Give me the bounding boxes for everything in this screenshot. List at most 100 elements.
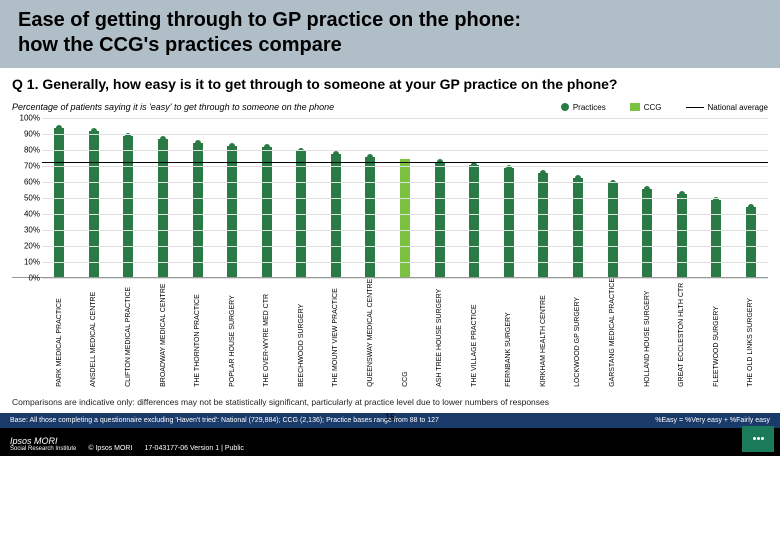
x-label-slot: THE VILLAGE PRACTICE xyxy=(457,278,492,391)
practice-bar xyxy=(711,200,721,277)
x-label-slot: POPLAR HOUSE SURGERY xyxy=(215,278,250,391)
legend-row: Percentage of patients saying it is 'eas… xyxy=(0,98,780,116)
x-label-slot: LOCKWOOD GP SURGERY xyxy=(561,278,596,391)
x-label: THE THORNTON PRACTICE xyxy=(194,278,201,391)
copyright: © Ipsos MORI xyxy=(88,445,132,452)
practice-dot xyxy=(195,140,201,146)
gridline xyxy=(42,118,768,119)
bar-chart: 0%10%20%30%40%50%60%70%80%90%100% xyxy=(12,118,768,278)
practice-bar xyxy=(331,154,341,277)
legend-national: National average xyxy=(686,103,768,112)
x-label: KIRKHAM HEALTH CENTRE xyxy=(540,278,547,391)
national-average-line xyxy=(42,162,768,163)
chart-subtitle: Percentage of patients saying it is 'eas… xyxy=(12,102,561,112)
y-tick-label: 70% xyxy=(12,162,40,171)
x-label-slot: GARSTANG MEDICAL PRACTICE xyxy=(595,278,630,391)
x-label: GREAT ECCLESTON HLTH CTR xyxy=(678,278,685,391)
page-number: 15 xyxy=(385,412,395,422)
practice-bar xyxy=(365,157,375,277)
x-label: FERNBANK SURGERY xyxy=(505,278,512,391)
x-label-slot: PARK MEDICAL PRACTICE xyxy=(42,278,77,391)
footer-brand: 15 Ipsos MORI Social Research Institute … xyxy=(0,428,780,456)
x-label-slot: ASH TREE HOUSE SURGERY xyxy=(422,278,457,391)
x-label-slot: CLIFTON MEDICAL PRACTICE xyxy=(111,278,146,391)
x-label-slot: ANSDELL MEDICAL CENTRE xyxy=(77,278,112,391)
title-banner: Ease of getting through to GP practice o… xyxy=(0,0,780,68)
x-axis-labels: PARK MEDICAL PRACTICE ANSDELL MEDICAL CEN… xyxy=(42,278,768,391)
brand-block: Ipsos MORI Social Research Institute xyxy=(10,436,76,452)
x-label: PARK MEDICAL PRACTICE xyxy=(56,278,63,391)
y-tick-label: 20% xyxy=(12,242,40,251)
practice-bar xyxy=(435,162,445,277)
x-label-slot: HOLLAND HOUSE SURGERY xyxy=(630,278,665,391)
x-label-slot: THE OLD LINKS SURGERY xyxy=(734,278,769,391)
brand-sub: Social Research Institute xyxy=(10,446,76,452)
gridline xyxy=(42,262,768,263)
legend-practices: Practices xyxy=(561,103,606,112)
x-label-slot: THE MOUNT VIEW PRACTICE xyxy=(319,278,354,391)
x-label-slot: FERNBANK SURGERY xyxy=(492,278,527,391)
easy-definition: %Easy = %Very easy + %Fairly easy xyxy=(655,417,770,424)
x-label: THE OVER-WYRE MED CTR xyxy=(263,278,270,391)
practice-bar xyxy=(504,168,514,277)
practice-bar xyxy=(746,207,756,277)
question-text: Q 1. Generally, how easy is it to get th… xyxy=(12,76,768,92)
gridline xyxy=(42,150,768,151)
y-tick-label: 40% xyxy=(12,210,40,219)
gridline xyxy=(42,166,768,167)
y-tick-label: 30% xyxy=(12,226,40,235)
x-label: ANSDELL MEDICAL CENTRE xyxy=(90,278,97,391)
y-tick-label: 60% xyxy=(12,178,40,187)
x-label-slot: KIRKHAM HEALTH CENTRE xyxy=(526,278,561,391)
gridline xyxy=(42,198,768,199)
base-text: Base: All those completing a questionnai… xyxy=(10,417,439,424)
x-label: ASH TREE HOUSE SURGERY xyxy=(436,278,443,391)
practice-dot xyxy=(229,143,235,149)
x-label-slot: CCG xyxy=(388,278,423,391)
x-label: HOLLAND HOUSE SURGERY xyxy=(644,278,651,391)
y-tick-label: 100% xyxy=(12,114,40,123)
x-label: FLEETWOOD SURGERY xyxy=(713,278,720,391)
x-label-slot: FLEETWOOD SURGERY xyxy=(699,278,734,391)
chart-container: 0%10%20%30%40%50%60%70%80%90%100% PARK M… xyxy=(0,116,780,391)
x-label-slot: GREAT ECCLESTON HLTH CTR xyxy=(664,278,699,391)
legend-national-line xyxy=(686,107,704,108)
gridline xyxy=(42,182,768,183)
practice-dot xyxy=(679,191,685,197)
y-tick-label: 80% xyxy=(12,146,40,155)
x-label-slot: BROADWAY MEDICAL CENTRE xyxy=(146,278,181,391)
ipsos-logo-icon xyxy=(742,426,774,452)
gridline xyxy=(42,246,768,247)
x-label-slot: BEECHWOOD SURGERY xyxy=(284,278,319,391)
brand-name: Ipsos MORI xyxy=(10,436,76,446)
x-label: CCG xyxy=(402,278,409,391)
y-tick-label: 0% xyxy=(12,274,40,283)
practice-dot xyxy=(333,151,339,157)
practice-dot xyxy=(748,204,754,210)
y-tick-label: 90% xyxy=(12,130,40,139)
gridline xyxy=(42,230,768,231)
legend-practices-dot xyxy=(561,103,569,111)
disclaimer-text: Comparisons are indicative only: differe… xyxy=(0,391,780,413)
gridline xyxy=(42,214,768,215)
practice-bar xyxy=(158,139,168,277)
practice-bar xyxy=(123,136,133,277)
x-label-slot: QUEENSWAY MEDICAL CENTRE xyxy=(353,278,388,391)
ccg-bar xyxy=(400,159,410,277)
page-title: Ease of getting through to GP practice o… xyxy=(18,8,762,58)
x-label-slot: THE THORNTON PRACTICE xyxy=(180,278,215,391)
x-label: QUEENSWAY MEDICAL CENTRE xyxy=(367,278,374,391)
x-label: GARSTANG MEDICAL PRACTICE xyxy=(609,278,616,391)
x-label-slot: THE OVER-WYRE MED CTR xyxy=(249,278,284,391)
practice-bar xyxy=(677,194,687,277)
x-label: LOCKWOOD GP SURGERY xyxy=(574,278,581,391)
gridline xyxy=(42,134,768,135)
x-label: THE MOUNT VIEW PRACTICE xyxy=(332,278,339,391)
practice-bar xyxy=(89,131,99,277)
x-label: THE OLD LINKS SURGERY xyxy=(747,278,754,391)
legend-ccg-square xyxy=(630,103,640,111)
practice-bar xyxy=(642,189,652,277)
y-tick-label: 10% xyxy=(12,258,40,267)
x-label: POPLAR HOUSE SURGERY xyxy=(229,278,236,391)
x-label: THE VILLAGE PRACTICE xyxy=(471,278,478,391)
